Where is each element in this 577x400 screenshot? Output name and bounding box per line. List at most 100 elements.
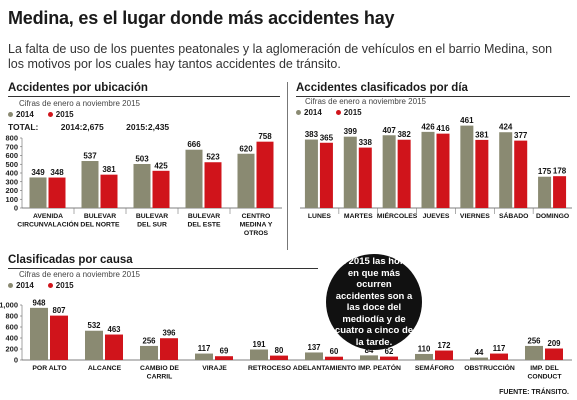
page-subtitle: La falta de uso de los puentes peatonale… xyxy=(8,42,553,71)
data-label: 758 xyxy=(258,132,272,141)
bar-2014 xyxy=(195,353,213,360)
ubicacion-title: Accidentes por ubicación xyxy=(8,82,148,94)
legend-item-2014: 2014 xyxy=(296,108,322,117)
dia-legend: 2014 2015 xyxy=(296,108,376,117)
category-label: DEL ESTE xyxy=(187,222,221,229)
category-label: AVENIDA xyxy=(33,213,63,220)
data-label: 117 xyxy=(198,344,211,353)
category-label: MARTES xyxy=(344,213,373,220)
category-label: POR ALTO xyxy=(32,365,66,372)
data-label: 377 xyxy=(514,131,528,140)
data-label: 172 xyxy=(437,341,451,350)
panel-divider xyxy=(287,82,288,250)
category-label: MIÉRCOLES xyxy=(377,211,418,220)
bar-2015 xyxy=(100,174,118,208)
bar-2015 xyxy=(490,353,508,360)
y-tick-label: 200 xyxy=(5,186,18,195)
category-label: SEMÁFORO xyxy=(415,363,454,372)
data-label: 69 xyxy=(220,347,229,356)
category-label: DEL NORTE xyxy=(80,222,120,229)
data-label: 807 xyxy=(52,306,65,315)
bar-2015 xyxy=(152,170,170,208)
data-label: 178 xyxy=(553,167,567,176)
bar-2014 xyxy=(140,345,158,360)
bar-2015 xyxy=(48,177,66,208)
hours-callout-text: En 2015 las horas en que más ocurren acc… xyxy=(333,256,415,348)
legend-swatch-2014 xyxy=(296,110,301,115)
legend-label-2014: 2014 xyxy=(16,281,34,290)
category-label: LUNES xyxy=(308,213,332,220)
legend-label-2015: 2015 xyxy=(343,108,362,117)
totals-2014: 2014:2,675 xyxy=(60,122,104,132)
y-tick-label: 700 xyxy=(5,142,18,151)
data-label: 365 xyxy=(320,133,334,142)
data-label: 381 xyxy=(102,165,116,174)
legend-item-2015: 2015 xyxy=(335,108,362,117)
data-label: 110 xyxy=(418,344,431,353)
data-label: 537 xyxy=(83,152,97,161)
bar-2015 xyxy=(514,140,528,208)
data-label: 424 xyxy=(499,123,513,132)
data-label: 382 xyxy=(397,130,411,139)
data-label: 416 xyxy=(436,124,450,133)
legend-item-2015: 2015 xyxy=(47,110,74,119)
category-label: DEL SUR xyxy=(137,222,167,229)
y-tick-label: 400 xyxy=(5,169,18,178)
legend-swatch-2015 xyxy=(47,112,53,117)
bar-2014 xyxy=(304,139,318,208)
data-label: 137 xyxy=(307,343,320,352)
bar-2015 xyxy=(397,139,411,208)
data-label: 84 xyxy=(365,346,374,355)
legend-label-2015: 2015 xyxy=(55,110,74,119)
y-tick-label: 500 xyxy=(5,160,18,169)
bar-2015 xyxy=(435,350,453,360)
category-label: CONDUCT xyxy=(528,374,563,381)
causa-rule xyxy=(8,268,318,269)
bar-2014 xyxy=(29,177,47,208)
category-label: OBSTRUCCIÓN xyxy=(464,363,515,372)
category-label: RETROCESO xyxy=(248,365,291,372)
bar-2014 xyxy=(470,357,488,360)
ubicacion-legend: 2014 2015 xyxy=(8,110,88,119)
bar-2015 xyxy=(319,142,333,208)
legend-swatch-2015 xyxy=(335,110,341,115)
data-label: 256 xyxy=(527,336,541,345)
y-tick-label: 300 xyxy=(5,177,18,186)
category-label: CAMBIO DE xyxy=(140,365,179,372)
bar-2014 xyxy=(525,345,543,360)
dia-title: Accidentes clasificados por día xyxy=(296,82,468,94)
legend-swatch-2014 xyxy=(8,112,13,117)
data-label: 383 xyxy=(305,130,319,139)
data-label: 407 xyxy=(382,126,396,135)
data-label: 463 xyxy=(107,325,121,334)
category-label: BULEVAR xyxy=(136,213,168,220)
bar-2014 xyxy=(415,353,433,360)
ubicacion-cifras: Cifras de enero a noviembre 2015 xyxy=(19,99,140,108)
bar-2015 xyxy=(270,355,288,360)
data-label: 381 xyxy=(475,130,489,139)
bar-2014 xyxy=(499,132,513,208)
bar-2015 xyxy=(50,315,68,360)
bar-2014 xyxy=(360,355,378,360)
category-label: MEDINA Y xyxy=(240,222,273,229)
category-label: CENTRO xyxy=(242,213,271,220)
bar-2015 xyxy=(553,176,567,208)
category-label: SÁBADO xyxy=(499,211,528,220)
bar-2015 xyxy=(436,133,450,208)
category-label: DOMINGO xyxy=(536,213,569,220)
legend-label-2015: 2015 xyxy=(55,281,74,290)
dia-rule xyxy=(296,96,570,97)
hours-callout: En 2015 las horas en que más ocurren acc… xyxy=(326,254,422,350)
source-note: FUENTE: TRÁNSITO. xyxy=(499,389,569,396)
y-tick-label: 600 xyxy=(5,323,18,332)
y-tick-label: 800 xyxy=(5,134,18,143)
bar-2014 xyxy=(133,163,151,208)
bar-2014 xyxy=(185,149,203,208)
legend-swatch-2015 xyxy=(47,283,53,288)
bar-2014 xyxy=(460,125,474,208)
category-label: ADELANTAMIENTO xyxy=(293,365,356,372)
causa-cifras: Cifras de enero a noviembre 2015 xyxy=(19,270,140,279)
data-label: 175 xyxy=(538,167,552,176)
data-label: 523 xyxy=(206,153,220,162)
